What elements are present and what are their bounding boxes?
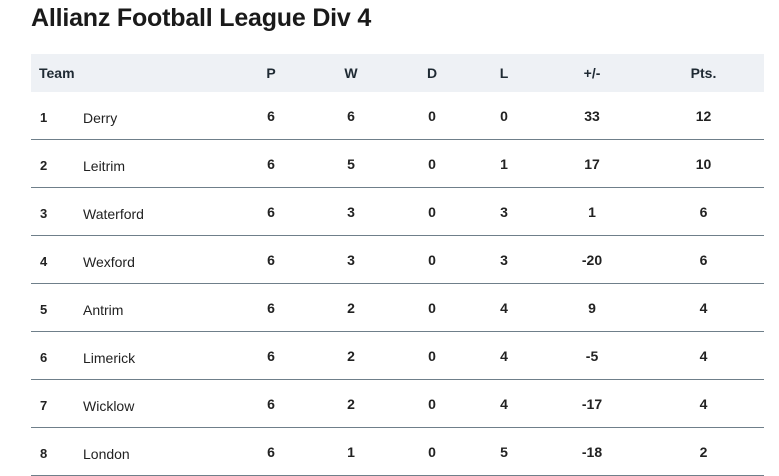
lost-cell: 4 <box>467 331 542 380</box>
header-points: Pts. <box>643 54 765 92</box>
team-name-cell: Waterford <box>83 187 238 236</box>
won-cell: 5 <box>305 139 398 188</box>
points-cell: 4 <box>643 379 765 428</box>
position-cell: 7 <box>31 379 83 428</box>
won-cell: 2 <box>305 331 398 380</box>
points-cell: 4 <box>643 331 765 380</box>
won-cell: 6 <box>305 92 398 140</box>
score-difference-cell: -17 <box>541 379 644 428</box>
points-cell: 12 <box>643 92 765 140</box>
score-difference-cell: -5 <box>541 331 644 380</box>
played-cell: 6 <box>237 235 306 284</box>
points-cell: 4 <box>643 283 765 332</box>
played-cell: 6 <box>237 283 306 332</box>
header-drawn: D <box>397 54 468 92</box>
table-row: 7 Wicklow 6 2 0 4 -17 4 <box>31 379 765 428</box>
drawn-cell: 0 <box>397 331 468 380</box>
position-cell: 8 <box>31 427 83 476</box>
played-cell: 6 <box>237 92 306 140</box>
won-cell: 3 <box>305 235 398 284</box>
table-body: 1 Derry 6 6 0 0 33 12 2 Leitrim 6 5 0 1 17 10 3 Waterford… <box>31 92 765 476</box>
won-cell: 3 <box>305 187 398 236</box>
lost-cell: 3 <box>467 187 542 236</box>
position-cell: 5 <box>31 283 83 332</box>
drawn-cell: 0 <box>397 92 468 140</box>
team-name-cell: Leitrim <box>83 139 238 188</box>
header-score-difference: +/- <box>541 54 644 92</box>
team-name-cell: London <box>83 427 238 476</box>
played-cell: 6 <box>237 427 306 476</box>
score-difference-cell: 33 <box>541 92 644 140</box>
table-row: 1 Derry 6 6 0 0 33 12 <box>31 92 765 140</box>
won-cell: 2 <box>305 379 398 428</box>
table-header: Team P W D L +/- Pts. <box>31 54 765 92</box>
standings-table: Team P W D L +/- Pts. 1 Derry 6 6 0 0 33 12 2 Lei… <box>31 54 765 476</box>
table-row: 2 Leitrim 6 5 0 1 17 10 <box>31 139 765 188</box>
drawn-cell: 0 <box>397 379 468 428</box>
lost-cell: 1 <box>467 139 542 188</box>
played-cell: 6 <box>237 331 306 380</box>
header-won: W <box>305 54 398 92</box>
table-row: 6 Limerick 6 2 0 4 -5 4 <box>31 331 765 380</box>
table-row: 4 Wexford 6 3 0 3 -20 6 <box>31 235 765 284</box>
position-cell: 4 <box>31 235 83 284</box>
played-cell: 6 <box>237 379 306 428</box>
header-row: Team P W D L +/- Pts. <box>31 54 765 92</box>
score-difference-cell: -18 <box>541 427 644 476</box>
drawn-cell: 0 <box>397 283 468 332</box>
score-difference-cell: 9 <box>541 283 644 332</box>
position-cell: 1 <box>31 92 83 140</box>
score-difference-cell: 1 <box>541 187 644 236</box>
team-name-cell: Derry <box>83 92 238 140</box>
team-name-cell: Antrim <box>83 283 238 332</box>
score-difference-cell: 17 <box>541 139 644 188</box>
position-cell: 2 <box>31 139 83 188</box>
header-lost: L <box>467 54 542 92</box>
table-row: 5 Antrim 6 2 0 4 9 4 <box>31 283 765 332</box>
drawn-cell: 0 <box>397 187 468 236</box>
lost-cell: 4 <box>467 379 542 428</box>
drawn-cell: 0 <box>397 139 468 188</box>
lost-cell: 3 <box>467 235 542 284</box>
lost-cell: 5 <box>467 427 542 476</box>
drawn-cell: 0 <box>397 427 468 476</box>
score-difference-cell: -20 <box>541 235 644 284</box>
table-row: 3 Waterford 6 3 0 3 1 6 <box>31 187 765 236</box>
header-played: P <box>237 54 306 92</box>
page-title: Allianz Football League Div 4 <box>31 4 372 32</box>
won-cell: 1 <box>305 427 398 476</box>
won-cell: 2 <box>305 283 398 332</box>
played-cell: 6 <box>237 139 306 188</box>
lost-cell: 4 <box>467 283 542 332</box>
team-name-cell: Limerick <box>83 331 238 380</box>
drawn-cell: 0 <box>397 235 468 284</box>
table-row: 8 London 6 1 0 5 -18 2 <box>31 427 765 476</box>
points-cell: 6 <box>643 187 765 236</box>
points-cell: 2 <box>643 427 765 476</box>
lost-cell: 0 <box>467 92 542 140</box>
played-cell: 6 <box>237 187 306 236</box>
header-team: Team <box>31 54 238 92</box>
position-cell: 6 <box>31 331 83 380</box>
points-cell: 10 <box>643 139 765 188</box>
position-cell: 3 <box>31 187 83 236</box>
points-cell: 6 <box>643 235 765 284</box>
team-name-cell: Wexford <box>83 235 238 284</box>
team-name-cell: Wicklow <box>83 379 238 428</box>
